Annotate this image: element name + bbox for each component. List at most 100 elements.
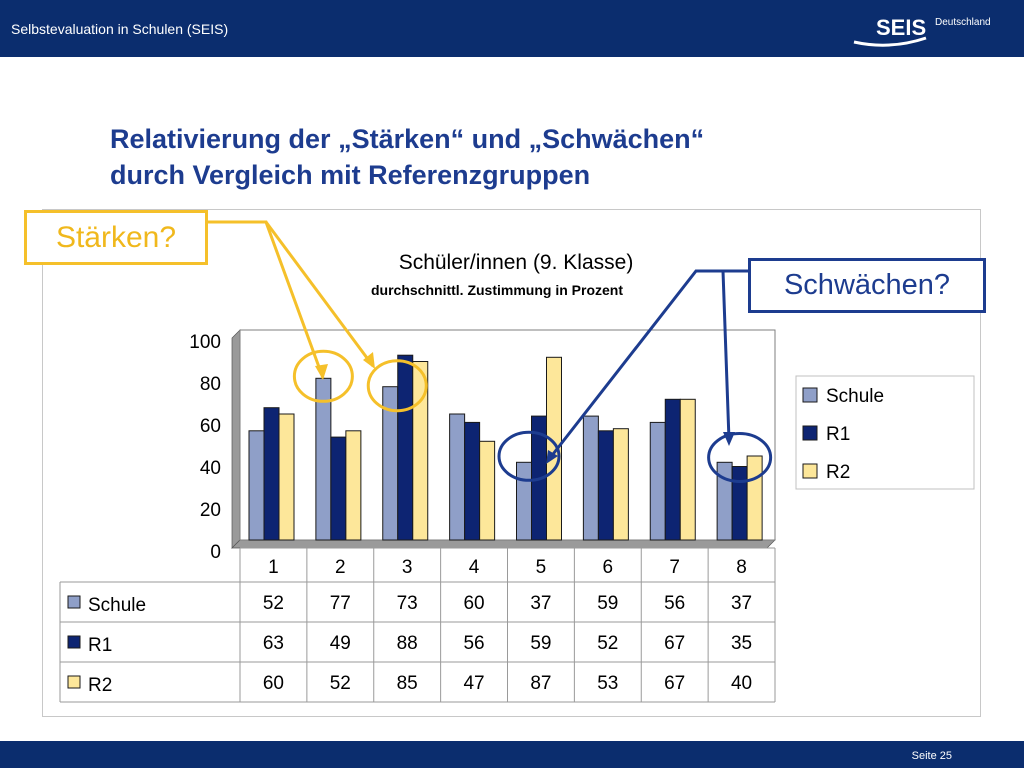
table-cell: 47: [463, 673, 484, 694]
bar: [546, 356, 562, 541]
bar: [582, 415, 599, 541]
x-tick-label: 3: [402, 557, 413, 578]
plot-floor: [231, 539, 776, 549]
bar: [397, 354, 414, 541]
bar: [612, 428, 629, 541]
page-number: Seite 25: [911, 750, 952, 762]
plot-side-wall: [231, 329, 241, 549]
table-cell: 37: [731, 593, 752, 614]
x-tick-label: 1: [268, 557, 279, 578]
bar: [516, 461, 532, 541]
weaknesses-callout: Schwächen?: [748, 258, 986, 313]
legend-swatch: [802, 463, 818, 479]
bar: [479, 440, 496, 541]
weakness-highlight-circle: [707, 432, 773, 483]
weakness-highlight-circle: [497, 430, 561, 482]
annotations: [208, 220, 773, 483]
bar: [679, 398, 696, 541]
x-tick-label: 6: [603, 557, 614, 578]
x-tick-label: 7: [669, 557, 680, 578]
bar: [330, 436, 347, 541]
slide-title-line-1: Relativierung der „Stärken“ und „Schwäch…: [110, 124, 705, 154]
legend-label: R1: [826, 424, 850, 445]
table-cell: 67: [664, 633, 685, 654]
table-cell: 52: [597, 633, 618, 654]
table-cell: 60: [263, 673, 284, 694]
legend-swatch: [802, 425, 818, 441]
legend-swatch: [802, 387, 818, 403]
plot-area: 0 20 40 60 80 100: [189, 329, 776, 563]
x-tick-label: 5: [536, 557, 547, 578]
bar: [248, 430, 265, 541]
table-legend-swatch: [67, 675, 81, 689]
legend: Schule R1 R2: [795, 375, 975, 490]
table-cell: 67: [664, 673, 685, 694]
y-tick-label: 20: [200, 500, 221, 521]
bar: [449, 413, 466, 541]
legend-label: R2: [826, 462, 850, 483]
bar: [731, 466, 748, 541]
table-row-label: R2: [88, 675, 112, 696]
table-cell: 77: [330, 593, 351, 614]
slide-title-line-2: durch Vergleich mit Referenzgruppen: [110, 160, 591, 190]
chart-title: Schüler/innen (9. Klasse): [399, 251, 634, 274]
logo-text: SEIS: [876, 15, 926, 40]
table-cell: 52: [330, 673, 351, 694]
table-row-label: R1: [88, 635, 112, 656]
table-cell: 87: [530, 673, 551, 694]
x-tick-label: 4: [469, 557, 480, 578]
bar: [597, 430, 614, 541]
weakness-arrow: [721, 269, 748, 441]
bar: [746, 455, 763, 541]
y-tick-label: 80: [200, 374, 221, 395]
slide-title: Relativierung der „Stärken“ und „Schwäch…: [110, 121, 990, 193]
table-row-label: Schule: [88, 595, 146, 616]
bar: [464, 421, 481, 541]
strength-highlight-circle: [292, 349, 354, 403]
legend-label: Schule: [826, 386, 884, 407]
x-tick-label: 2: [335, 557, 346, 578]
header-title: Selbstevaluation in Schulen (SEIS): [11, 21, 229, 37]
table-cell: 85: [397, 673, 418, 694]
bar: [278, 413, 295, 541]
table-cell: 59: [597, 593, 618, 614]
table-cell: 59: [530, 633, 551, 654]
bar: [345, 430, 362, 541]
logo-subtext: Deutschland: [935, 17, 991, 28]
x-tick-label: 8: [736, 557, 747, 578]
table-cell: 52: [263, 593, 284, 614]
bar: [263, 407, 280, 541]
table-legend-swatch: [67, 595, 81, 609]
y-tick-label: 40: [200, 458, 221, 479]
table-cell: 73: [397, 593, 418, 614]
legend-box: [795, 375, 975, 490]
y-tick-label: 60: [200, 416, 221, 437]
bar: [649, 421, 666, 541]
table-cell: 56: [664, 593, 685, 614]
chart-subtitle: durchschnittl. Zustimmung in Prozent: [371, 282, 623, 298]
table-cell: 60: [463, 593, 484, 614]
table-cell: 56: [463, 633, 484, 654]
table-cell: 63: [263, 633, 284, 654]
table-cell: 37: [530, 593, 551, 614]
table-legend-swatch: [67, 635, 81, 649]
table-cell: 35: [731, 633, 752, 654]
table-cell: 40: [731, 673, 752, 694]
table-cell: 49: [330, 633, 351, 654]
strength-arrowhead: [315, 364, 328, 380]
header-bar: Selbstevaluation in Schulen (SEIS) SEIS …: [0, 0, 1024, 57]
weakness-arrowhead: [546, 450, 558, 464]
y-tick-label: 0: [210, 542, 221, 563]
y-tick-label: 100: [189, 332, 221, 353]
table-cell: 88: [397, 633, 418, 654]
strength-arrowhead: [363, 352, 375, 369]
weakness-arrowhead: [723, 432, 735, 446]
footer-bar: Seite 25: [0, 741, 1024, 768]
seis-logo: SEIS Deutschland: [853, 15, 991, 47]
strength-highlight-circle: [366, 359, 428, 413]
table-cell: 53: [597, 673, 618, 694]
strengths-callout: Stärken?: [24, 210, 208, 265]
bar: [664, 398, 681, 541]
